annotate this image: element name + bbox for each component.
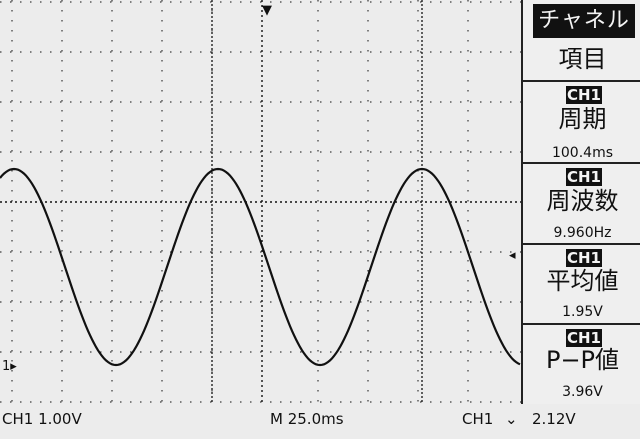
trigger-position-marker: ▼ (262, 3, 272, 18)
measurement-label: P−P値 (545, 346, 620, 374)
measurement-value: 1.95V (562, 304, 603, 320)
measure-menu: チャネル 項目 CH1 周期 100.4ms CH1 周波数 9.960Hz C… (521, 0, 640, 404)
channel-badge: CH1 (566, 168, 602, 186)
channel-badge: CH1 (566, 329, 602, 347)
ch1-ground-marker: 1▸ (2, 359, 17, 374)
trigger-level-marker: ◂ (509, 248, 516, 263)
measurement-label: 平均値 (546, 267, 619, 295)
menu-item-type[interactable]: 項目 (558, 45, 607, 73)
ch1-volts-per-div: CH1 1.00V (2, 410, 82, 428)
status-bar: CH1 1.00V M 25.0ms CH1 ⌄ 2.12V (0, 404, 640, 439)
channel-badge: CH1 (566, 86, 602, 104)
graticule (0, 0, 521, 404)
measurement-label: 周波数 (546, 187, 619, 215)
trigger-level-readout: 2.12V (532, 410, 576, 428)
channel-badge: CH1 (566, 249, 602, 267)
measurement-label: 周期 (558, 105, 607, 133)
ch1-waveform-trace (0, 167, 521, 367)
trigger-source: CH1 (462, 410, 494, 428)
measurement-value: 9.960Hz (553, 225, 612, 241)
menu-header-channel[interactable]: チャネル (533, 4, 635, 38)
measurement-value: 3.96V (562, 384, 603, 400)
timebase-readout: M 25.0ms (270, 410, 344, 428)
measurement-value: 100.4ms (551, 145, 613, 161)
trigger-slope-icon: ⌄ (505, 410, 518, 428)
